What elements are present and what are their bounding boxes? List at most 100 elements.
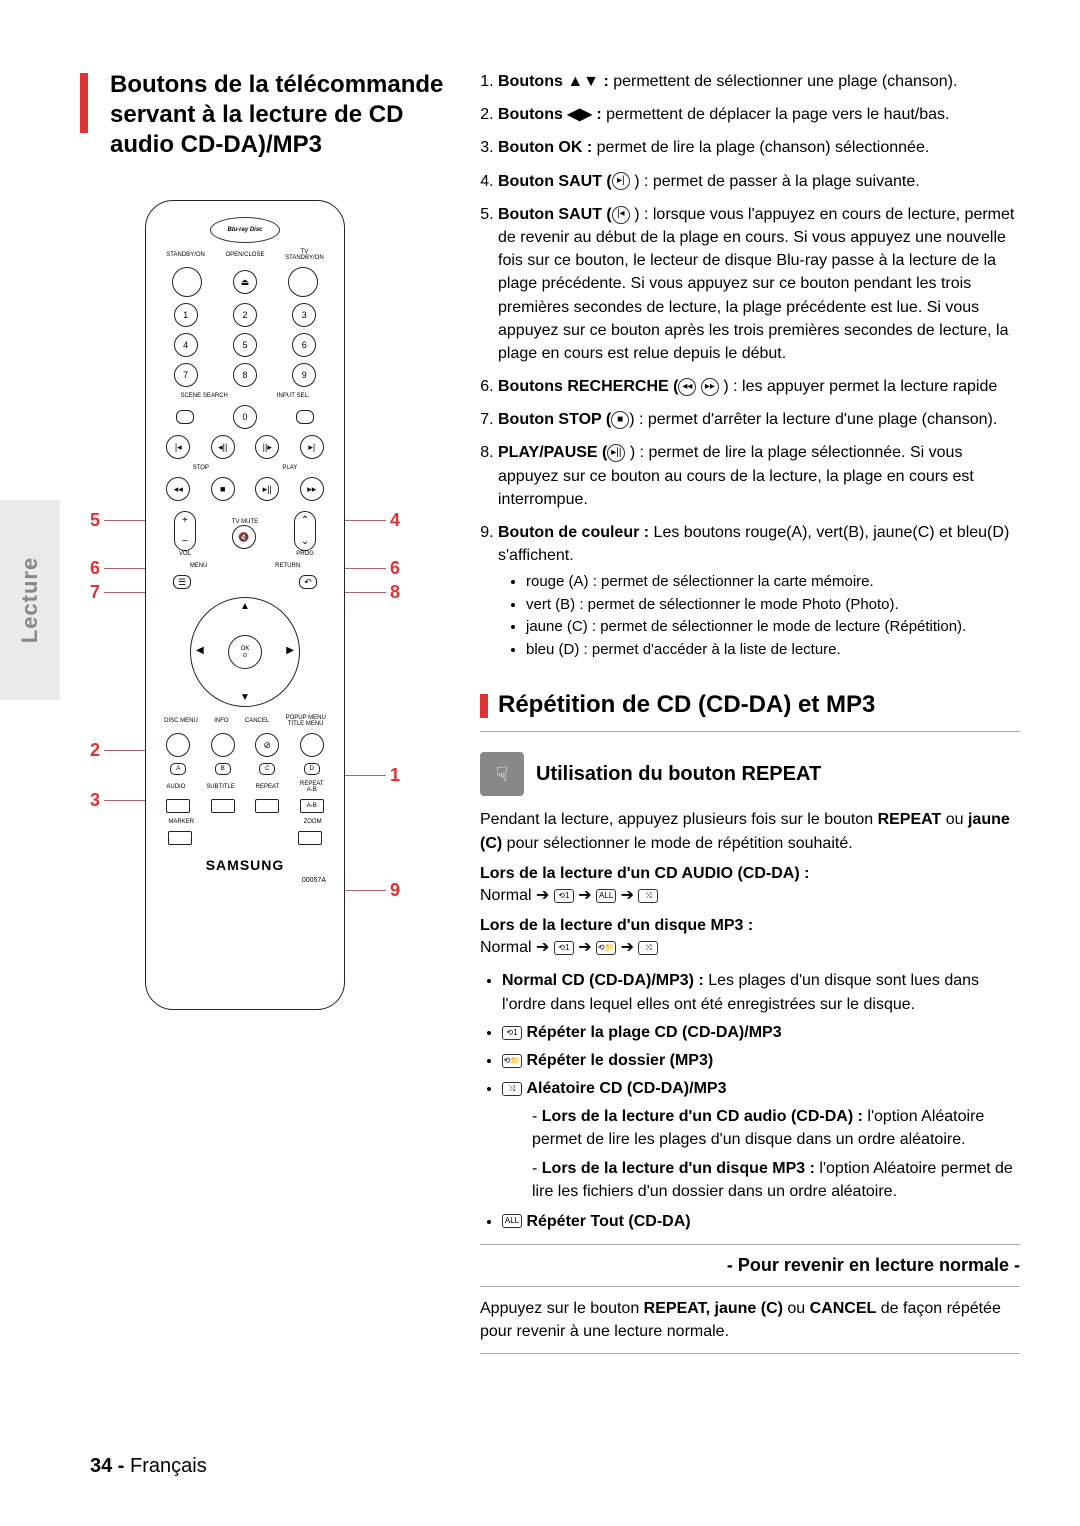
heading-4: - Pour revenir en lecture normale -: [480, 1255, 1020, 1276]
ok-button: OK⊙: [228, 635, 262, 669]
lbl-zoom: ZOOM: [304, 819, 322, 825]
lbl-standby: STANDBY/ON: [166, 252, 205, 258]
instr-9-b: Bouton de couleur :: [498, 524, 649, 541]
rand-cd: - Lors de la lecture d'un CD audio (CD-D…: [532, 1105, 1020, 1151]
lbl-tvmute: TV MUTE: [232, 519, 258, 525]
ri-pre: Pendant la lecture, appuyez plusieurs fo…: [480, 811, 878, 828]
instr-7-b: Bouton STOP (: [498, 411, 611, 428]
color-b-button: B: [215, 763, 231, 775]
lbl-info: INFO: [214, 718, 228, 724]
random-icon: ⤨: [638, 941, 658, 955]
vol-rocker: +−: [174, 511, 196, 551]
mode-random: ⤨ Aléatoire CD (CD-DA)/MP3 - Lors de la …: [502, 1077, 1020, 1204]
dpad: ▲ ▼ ◀ ▶ OK⊙: [190, 597, 300, 707]
side-tab-label: Lecture: [17, 557, 43, 643]
prev-button: |◂: [166, 435, 190, 459]
instr-9-bullets: rouge (A) : permet de sélectionner la ca…: [498, 571, 1020, 661]
bullet-c: jaune (C) : permet de sélectionner le mo…: [526, 616, 1020, 639]
num-1: 1: [174, 303, 198, 327]
next-glyph-icon: ▸|: [612, 172, 630, 190]
ri-post: pour sélectionner le mode de répétition …: [502, 835, 852, 852]
heading-2-text: Répétition de CD (CD-DA) et MP3: [498, 691, 875, 718]
right-arrow-icon: ▶: [286, 645, 294, 656]
up-arrow-icon: ▲: [240, 601, 250, 612]
return-button: ↶: [299, 575, 317, 589]
instr-5-b: Bouton SAUT (: [498, 206, 612, 223]
bullet-b: vert (B) : permet de sélectionner le mod…: [526, 594, 1020, 617]
instr-6-t: ) : les appuyer permet la lecture rapide: [723, 378, 997, 395]
scene-button: [176, 410, 194, 424]
lbl-menu: MENU: [190, 563, 208, 569]
callout-5: 5: [90, 510, 100, 531]
repeat-all-icon: ALL: [596, 889, 616, 903]
page: Boutons de la télécommande servant à la …: [0, 0, 1080, 1404]
lbl-vol: VOL: [174, 551, 196, 557]
rn-mid: ou: [783, 1300, 810, 1317]
color-c-button: C: [259, 763, 275, 775]
eject-button: ⏏: [233, 270, 257, 294]
callout-4: 4: [390, 510, 400, 531]
num-3: 3: [292, 303, 316, 327]
bullet-d: bleu (D) : permet d'accéder à la liste d…: [526, 639, 1020, 662]
lbl-openclose: OPEN/CLOSE: [225, 252, 264, 258]
step-back-button: ◂||: [211, 435, 235, 459]
random-icon: ⤨: [638, 889, 658, 903]
step-fwd-button: ||▸: [255, 435, 279, 459]
num-9: 9: [292, 363, 316, 387]
rn-pre: Appuyez sur le bouton: [480, 1300, 644, 1317]
repeat-track-icon: ⟲1: [554, 941, 574, 955]
callout-1: 1: [390, 765, 400, 786]
instr-2-b: Boutons ◀▶ :: [498, 106, 602, 123]
callout-6b: 6: [390, 558, 400, 579]
prev-glyph-icon: |◂: [612, 206, 630, 224]
divider: [480, 1244, 1020, 1245]
seq1-line: Normal ➔ ⟲1 ➔ ALL ➔ ⤨: [480, 887, 658, 904]
lbl-input: INPUT SEL.: [277, 393, 310, 399]
audio-button: [166, 799, 190, 813]
lbl-popup: POPUP MENU TITLE MENU: [286, 715, 326, 727]
discmenu-button: [166, 733, 190, 757]
lbl-discmenu: DISC MENU: [164, 718, 198, 724]
play-pause-button: ▸||: [255, 477, 279, 501]
tv-standby-button: [288, 267, 318, 297]
rand-cd-b: Lors de la lecture d'un CD audio (CD-DA)…: [542, 1108, 863, 1125]
num-0: 0: [233, 405, 257, 429]
lbl-stop: STOP: [193, 465, 209, 471]
instr-9: Bouton de couleur : Les boutons rouge(A)…: [498, 521, 1020, 661]
instr-7: Bouton STOP (■) : permet d'arrêter la le…: [498, 408, 1020, 431]
mode-normal-b: Normal CD (CD-DA)/MP3) :: [502, 972, 704, 989]
num-2: 2: [233, 303, 257, 327]
lbl-repeatab: REPEAT A-B: [300, 781, 324, 793]
instr-3-b: Bouton OK :: [498, 139, 592, 156]
lbl-marker: MARKER: [168, 819, 194, 825]
repeat-track-icon: ⟲1: [502, 1026, 522, 1040]
left-column: Boutons de la télécommande servant à la …: [30, 70, 460, 1364]
marker-button: [168, 831, 192, 845]
mute-button: 🔇: [232, 525, 256, 549]
ri-b1: REPEAT: [878, 811, 942, 828]
heading-3: Utilisation du bouton REPEAT: [536, 763, 821, 786]
instr-2-t: permettent de déplacer la page vers le h…: [602, 106, 950, 123]
left-arrow-icon: ◀: [196, 645, 204, 656]
page-number: 34 - Français: [90, 1455, 207, 1478]
mode-rep-folder: ⟲📁 Répéter le dossier (MP3): [502, 1049, 1020, 1073]
mode-rep-track: ⟲1 Répéter la plage CD (CD-DA)/MP3: [502, 1021, 1020, 1045]
bullet-a: rouge (A) : permet de sélectionner la ca…: [526, 571, 1020, 594]
instr-4-t: ) : permet de passer à la plage suivante…: [634, 173, 920, 190]
hand-icon: ☟: [480, 752, 524, 796]
callout-6: 6: [90, 558, 100, 579]
rn-b1: REPEAT, jaune (C): [644, 1300, 783, 1317]
mode-rep-folder-b: Répéter le dossier (MP3): [526, 1052, 713, 1069]
instruction-list: Boutons ▲▼ : permettent de sélectionner …: [480, 70, 1020, 661]
mode-rep-all-b: Répéter Tout (CD-DA): [526, 1213, 690, 1230]
num-8: 8: [233, 363, 257, 387]
callout-2: 2: [90, 740, 100, 761]
play-pause-glyph-icon: ▸||: [607, 444, 625, 462]
instr-5: Bouton SAUT (|◂ ) : lorsque vous l'appuy…: [498, 203, 1020, 365]
part-number: 00057A: [156, 877, 326, 884]
heading-2: Répétition de CD (CD-DA) et MP3: [480, 691, 1020, 719]
standby-button: [172, 267, 202, 297]
mode-rep-track-b: Répéter la plage CD (CD-DA)/MP3: [526, 1024, 781, 1041]
mode-random-sub: - Lors de la lecture d'un CD audio (CD-D…: [502, 1105, 1020, 1204]
seq2-title: Lors de la lecture d'un disque MP3 :: [480, 917, 1020, 935]
